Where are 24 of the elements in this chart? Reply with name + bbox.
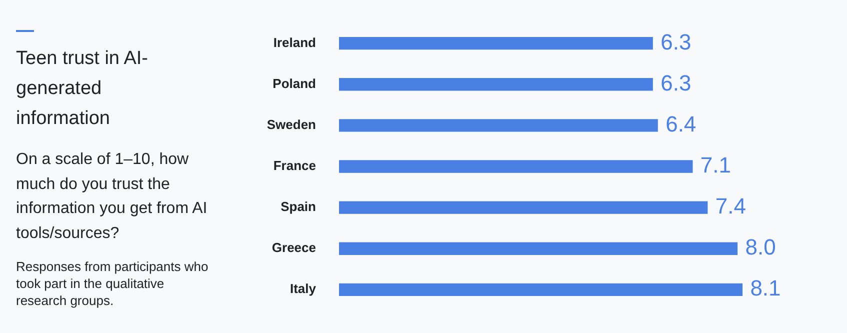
y-tick-label: Poland [272, 76, 316, 91]
bar [339, 119, 658, 132]
bar [339, 37, 653, 50]
bar [339, 78, 653, 91]
data-label: 7.1 [700, 152, 732, 178]
y-tick-label: France [273, 158, 316, 174]
data-label: 6.3 [660, 29, 692, 54]
bar [339, 160, 693, 173]
bar [339, 201, 708, 214]
y-tick-label: Spain [280, 199, 316, 214]
bar [339, 242, 738, 255]
y-tick-label: Greece [272, 240, 316, 256]
y-tick-label: Italy [290, 281, 317, 296]
data-label: 6.3 [660, 70, 692, 96]
text: On a scale of 1–10, how much do you trust the information you get from AI tools/sources? [16, 150, 208, 244]
data-label: 7.4 [715, 194, 746, 219]
y-tick-label: Ireland [273, 34, 316, 50]
data-label: 6.4 [666, 112, 696, 137]
y-tick-label: Sweden [266, 117, 316, 132]
bar [339, 283, 743, 296]
data-label: 8.1 [750, 276, 781, 301]
data-label: 8.0 [745, 234, 776, 260]
text: Responses from participants who took part in the qualitative research groups. [16, 258, 210, 309]
text: Teen trust in AI-generated information [16, 47, 150, 131]
